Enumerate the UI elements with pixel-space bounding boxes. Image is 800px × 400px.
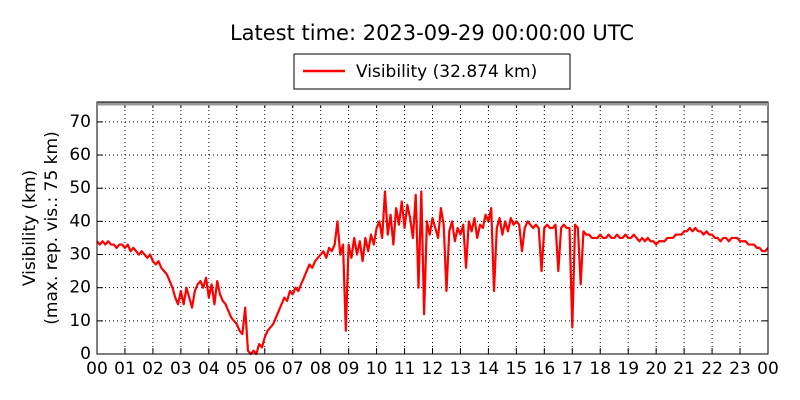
x-tick-label: 20 (645, 359, 667, 379)
y-tick-label: 60 (69, 145, 91, 165)
y-axis-label: Visibility (km) (20, 170, 40, 286)
x-tick-label: 21 (673, 359, 695, 379)
x-tick-label: 03 (170, 359, 192, 379)
x-tick-label: 19 (617, 359, 639, 379)
data-line (96, 190, 769, 356)
x-tick-label: 07 (282, 359, 304, 379)
y-tick-label: 0 (80, 344, 91, 364)
plot-frame (96, 101, 769, 355)
x-tick-label: 13 (450, 359, 472, 379)
y-tick-label: 30 (69, 245, 91, 265)
x-tick-label: 16 (534, 359, 556, 379)
y-tick-label: 20 (69, 278, 91, 298)
x-tick-label: 10 (366, 359, 388, 379)
x-tick-label: 18 (589, 359, 611, 379)
x-tick-label: 17 (561, 359, 583, 379)
y-tick-label: 70 (69, 112, 91, 132)
x-tick-label: 04 (198, 359, 220, 379)
x-tick-label: 14 (478, 359, 500, 379)
x-tick-label: 06 (254, 359, 276, 379)
x-tick-label: 02 (142, 359, 164, 379)
x-tick-label: 08 (310, 359, 332, 379)
y-tick-label: 10 (69, 311, 91, 331)
x-tick-label: 01 (114, 359, 136, 379)
x-tick-label: 11 (394, 359, 416, 379)
x-tick-label: 00 (757, 359, 779, 379)
chart-title: Latest time: 2023-09-29 00:00:00 UTC (230, 21, 634, 45)
y-axis-label: (max. rep. vis.: 75 km) (42, 131, 62, 324)
x-tick-label: 22 (701, 359, 723, 379)
x-tick-label: 23 (729, 359, 751, 379)
x-tick-label: 12 (422, 359, 444, 379)
x-tick-label: 05 (226, 359, 248, 379)
y-tick-label: 40 (69, 211, 91, 231)
y-tick-label: 50 (69, 178, 91, 198)
x-tick-label: 00 (86, 359, 108, 379)
legend-label: Visibility (32.874 km) (356, 62, 537, 82)
x-tick-label: 09 (338, 359, 360, 379)
x-tick-label: 15 (506, 359, 528, 379)
